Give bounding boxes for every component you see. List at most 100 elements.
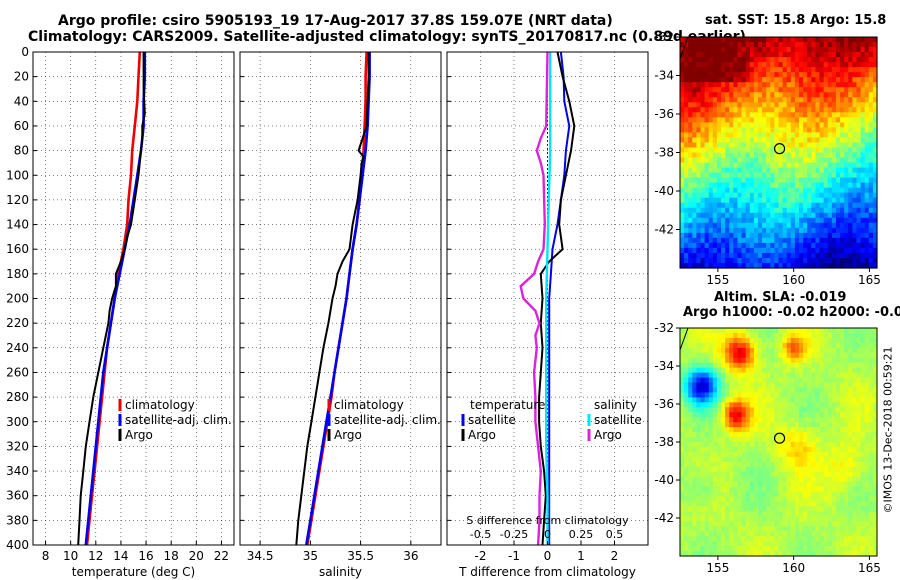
sla-map-cell bbox=[794, 442, 800, 448]
sla-map-cell bbox=[696, 392, 702, 398]
salinity-profile-xlabel: salinity bbox=[319, 565, 362, 579]
sst-map-cell bbox=[848, 102, 853, 108]
sst-map-cell bbox=[708, 82, 714, 88]
sla-map-cell bbox=[716, 342, 722, 349]
sla-map-cell bbox=[782, 402, 788, 408]
sla-map-cell bbox=[786, 481, 792, 488]
sst-map-cell bbox=[844, 202, 849, 209]
sla-map-cell bbox=[852, 506, 858, 512]
sst-map-cell bbox=[782, 107, 788, 113]
sst-map-cell bbox=[848, 57, 853, 63]
sla-map-cell bbox=[725, 392, 730, 398]
sst-map-cell bbox=[766, 227, 771, 234]
sst-map-cell bbox=[864, 127, 870, 134]
sla-map-cell bbox=[868, 422, 874, 428]
sst-map-cell bbox=[831, 247, 837, 254]
sst-map-cell bbox=[696, 252, 702, 259]
sla-map-cell bbox=[868, 442, 874, 448]
sst-map-cell bbox=[872, 237, 878, 244]
sla-map-cell bbox=[811, 352, 817, 359]
sst-map-cell bbox=[753, 192, 759, 199]
sst-map-cell bbox=[741, 97, 747, 103]
sst-map-cell bbox=[827, 222, 833, 229]
sst-map-cell bbox=[815, 212, 821, 219]
sst-map-cell bbox=[688, 172, 693, 179]
sla-map-cell bbox=[712, 422, 718, 428]
sst-map-cell bbox=[786, 107, 792, 113]
sst-map-cell bbox=[762, 62, 767, 68]
sst-map-cell bbox=[868, 117, 874, 123]
sla-map-cell bbox=[700, 516, 706, 522]
sla-map-cell bbox=[790, 446, 796, 453]
sst-map-cell bbox=[872, 87, 878, 93]
sst-map-ytick-label: -34 bbox=[654, 69, 674, 83]
sla-map-cell bbox=[684, 332, 689, 339]
sst-map-cell bbox=[811, 197, 817, 204]
depth-ytick-label: 360 bbox=[6, 489, 29, 503]
sla-map-cell bbox=[868, 377, 874, 384]
sst-map-cell bbox=[835, 137, 841, 144]
sla-map-cell bbox=[835, 471, 841, 478]
sst-map-cell bbox=[745, 67, 751, 73]
sst-map-cell bbox=[688, 242, 693, 249]
sla-map-cell bbox=[860, 407, 866, 413]
sst-map-cell bbox=[848, 42, 853, 48]
sla-map-cell bbox=[729, 511, 734, 517]
sst-map-cell bbox=[774, 117, 780, 123]
sla-map-cell bbox=[762, 427, 767, 433]
sst-map-cell bbox=[692, 92, 698, 98]
sst-map-cell bbox=[729, 182, 734, 189]
sla-map-cell bbox=[844, 422, 849, 428]
sla-map-cell bbox=[749, 367, 755, 374]
sla-map-cell bbox=[737, 491, 743, 498]
sla-map-cell bbox=[704, 347, 710, 354]
sla-map-cell bbox=[721, 407, 726, 413]
sla-map-cell bbox=[852, 342, 858, 349]
sla-map-cell bbox=[708, 407, 714, 413]
sst-map-cell bbox=[860, 57, 866, 63]
sst-map-cell bbox=[704, 237, 710, 244]
sla-map-cell bbox=[762, 461, 767, 468]
sla-map-cell bbox=[741, 422, 747, 428]
sst-map-cell bbox=[774, 232, 780, 239]
sst-map-cell bbox=[794, 132, 800, 139]
sst-map-cell bbox=[852, 112, 858, 118]
sst-map-cell bbox=[708, 207, 714, 214]
sst-map-cell bbox=[757, 42, 763, 48]
sst-map-cell bbox=[757, 112, 763, 118]
sst-map-cell bbox=[745, 157, 751, 164]
sla-map-cell bbox=[790, 456, 796, 463]
sla-map-cell bbox=[704, 491, 710, 498]
sst-map-cell bbox=[774, 247, 780, 254]
sla-map-cell bbox=[692, 372, 698, 379]
sla-map-cell bbox=[741, 387, 747, 394]
sst-map-cell bbox=[860, 77, 866, 83]
sla-map-cell bbox=[753, 506, 759, 512]
sla-map-cell bbox=[778, 437, 784, 443]
sla-map-cell bbox=[757, 342, 763, 349]
sst-map-cell bbox=[749, 62, 755, 68]
sst-map-cell bbox=[733, 207, 739, 214]
sla-map-cell bbox=[741, 496, 747, 503]
sst-map-cell bbox=[762, 67, 767, 73]
sst-map-cell bbox=[749, 132, 755, 139]
sla-map-cell bbox=[737, 526, 743, 532]
sla-map-cell bbox=[753, 427, 759, 433]
sst-map-cell bbox=[819, 257, 825, 264]
sst-map-cell bbox=[782, 242, 788, 249]
sst-map-cell bbox=[799, 57, 804, 63]
sst-map-cell bbox=[852, 252, 858, 259]
sla-map-cell bbox=[692, 481, 698, 488]
sla-map-cell bbox=[680, 461, 685, 468]
sst-map-cell bbox=[786, 177, 792, 184]
sla-map-cell bbox=[807, 521, 812, 527]
sst-map-cell bbox=[790, 77, 796, 83]
sla-map-cell bbox=[856, 501, 862, 508]
sst-map-cell bbox=[753, 237, 759, 244]
sla-map-cell bbox=[721, 446, 726, 453]
sst-map-cell bbox=[831, 92, 837, 98]
sla-map-cell bbox=[688, 521, 693, 527]
sst-map-cell bbox=[799, 197, 804, 204]
sst-map-cell bbox=[815, 137, 821, 144]
sla-map-cell bbox=[803, 501, 808, 508]
